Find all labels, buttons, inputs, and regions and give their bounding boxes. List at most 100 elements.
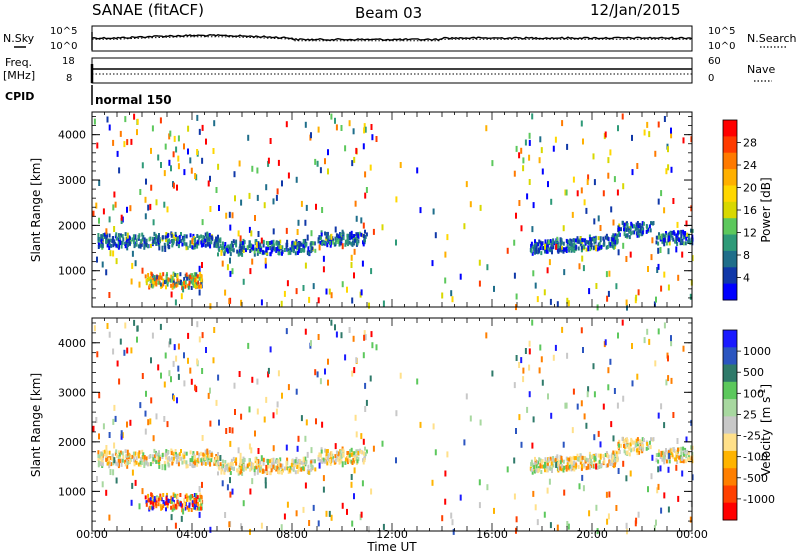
heatmap-cell <box>93 118 96 125</box>
heatmap-cell <box>157 452 160 457</box>
heatmap-cell <box>560 455 563 460</box>
heatmap-cell <box>248 458 251 462</box>
heatmap-cell <box>535 468 538 473</box>
heatmap-cell <box>620 443 622 448</box>
heatmap-cell <box>235 461 238 466</box>
heatmap-cell <box>187 125 190 132</box>
heatmap-cell <box>679 455 682 459</box>
heatmap-cell <box>635 517 638 524</box>
heatmap-cell <box>177 237 180 242</box>
heatmap-cell <box>236 249 239 254</box>
heatmap-cell <box>657 452 660 457</box>
heatmap-cell <box>166 241 169 246</box>
noise-search-line <box>92 36 692 42</box>
heatmap-cell <box>242 278 245 285</box>
heatmap-cell <box>135 460 138 465</box>
heatmap-cell <box>111 456 114 461</box>
heatmap-cell <box>559 466 562 471</box>
heatmap-cell <box>163 170 166 177</box>
heatmap-cell <box>255 246 258 251</box>
heatmap-cell <box>133 244 136 249</box>
heatmap-cell <box>260 237 263 244</box>
velocity-colorbar-tick-label: -500 <box>743 472 768 485</box>
heatmap-cell <box>681 251 684 258</box>
heatmap-cell <box>346 451 349 455</box>
heatmap-cell <box>166 282 169 287</box>
freq-panel-frame <box>91 57 693 84</box>
heatmap-cell <box>667 146 669 153</box>
heatmap-cell <box>546 267 549 274</box>
heatmap-cell <box>539 136 542 143</box>
heatmap-cell <box>629 446 632 451</box>
heatmap-cell <box>196 502 199 507</box>
heatmap-cell <box>532 416 535 423</box>
heatmap-cell <box>192 451 195 456</box>
heatmap-cell <box>629 251 632 258</box>
heatmap-cell <box>686 232 689 237</box>
heatmap-cell <box>310 447 313 454</box>
heatmap-cell <box>238 160 241 167</box>
heatmap-cell <box>196 149 199 155</box>
heatmap-cell <box>339 459 342 464</box>
heatmap-cell <box>573 248 576 253</box>
heatmap-cell <box>130 138 133 145</box>
heatmap-cell <box>635 443 638 448</box>
heatmap-cell <box>357 457 360 462</box>
heatmap-cell <box>657 121 660 128</box>
heatmap-cell <box>191 273 194 278</box>
heatmap-cell <box>643 129 646 136</box>
heatmap-cell <box>308 296 311 303</box>
heatmap-cell <box>295 510 298 517</box>
heatmap-cell <box>240 458 243 463</box>
heatmap-cell <box>689 458 692 463</box>
heatmap-cell <box>224 249 227 254</box>
heatmap-cell <box>226 264 229 271</box>
heatmap-cell <box>350 262 353 268</box>
heatmap-cell <box>231 212 234 219</box>
heatmap-cell <box>638 439 641 444</box>
heatmap-cell <box>212 357 215 364</box>
power-ylabel: Slant Range [km] <box>29 158 43 262</box>
heatmap-cell <box>158 454 161 459</box>
heatmap-cell <box>612 233 615 238</box>
heatmap-cell <box>324 231 327 236</box>
heatmap-cell <box>280 524 283 531</box>
heatmap-cell <box>329 241 331 245</box>
heatmap-cell <box>99 461 102 466</box>
heatmap-cell <box>114 451 117 456</box>
heatmap-cell <box>237 250 240 255</box>
heatmap-cell <box>256 470 259 475</box>
heatmap-cell <box>231 461 234 466</box>
heatmap-cell <box>576 236 579 241</box>
heatmap-cell <box>196 244 199 249</box>
heatmap-cell <box>167 462 170 467</box>
heatmap-cell <box>172 395 175 402</box>
heatmap-cell <box>171 456 173 461</box>
heatmap-cell <box>131 469 134 476</box>
heatmap-cell <box>580 327 583 334</box>
heatmap-cell <box>215 399 218 406</box>
heatmap-cell <box>105 235 108 239</box>
heatmap-cell <box>304 328 307 335</box>
heatmap-cell <box>170 499 173 504</box>
heatmap-cell <box>196 274 199 279</box>
heatmap-cell <box>560 248 563 253</box>
heatmap-cell <box>242 467 245 472</box>
heatmap-cell <box>224 246 227 251</box>
heatmap-cell <box>290 462 293 467</box>
power-colorbar-swatch <box>723 218 737 236</box>
heatmap-cell <box>250 466 253 471</box>
heatmap-cell <box>520 441 523 448</box>
heatmap-cell <box>530 459 533 464</box>
velocity-ytick-label: 2000 <box>58 436 86 449</box>
heatmap-cell <box>531 226 534 233</box>
heatmap-cell <box>362 438 365 445</box>
heatmap-cell <box>144 410 147 417</box>
heatmap-cell <box>646 328 649 335</box>
power-panel-frame <box>91 111 693 308</box>
heatmap-cell <box>552 354 555 361</box>
heatmap-cell <box>609 242 612 247</box>
heatmap-cell <box>364 171 367 178</box>
heatmap-cell <box>196 458 199 463</box>
heatmap-cell <box>603 239 606 244</box>
